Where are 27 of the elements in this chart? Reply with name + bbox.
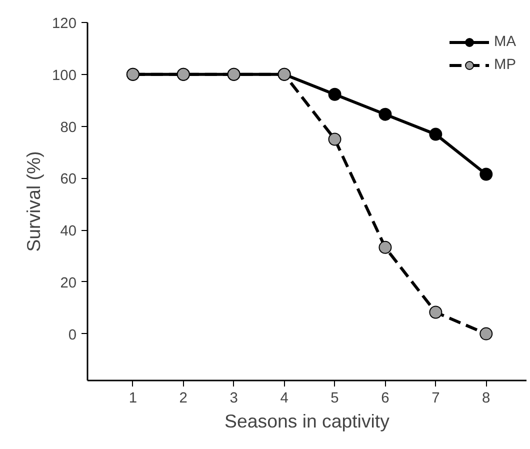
x-tick-label: 2 (179, 390, 188, 406)
x-tick-label: 5 (330, 390, 339, 406)
point (328, 132, 342, 146)
y-tick-label: 80 (60, 120, 77, 136)
y-axis-title: Survival (%) (23, 151, 44, 252)
x-tick-label: 8 (482, 390, 490, 406)
legend-label: MP (494, 57, 516, 73)
point (480, 327, 493, 340)
legend-label: MA (494, 34, 516, 50)
y-tick-label: 0 (68, 327, 77, 344)
y-tick-label: 120 (52, 16, 77, 32)
point (328, 88, 342, 101)
x-tick-label: 1 (128, 390, 137, 406)
y-tick-label: 20 (60, 275, 77, 292)
point (378, 108, 392, 121)
x-tick-label: 4 (280, 390, 288, 406)
point (378, 240, 392, 254)
x-tick-label: 7 (432, 390, 440, 406)
y-tick-label: 100 (52, 68, 77, 84)
x-tick-label: 6 (381, 390, 390, 406)
y-tick-label: 40 (60, 224, 77, 240)
y-tick-label: 60 (60, 172, 77, 188)
x-tick-label: 3 (230, 390, 238, 406)
point (429, 128, 442, 141)
x-axis-title: Seasons in captivity (224, 410, 390, 432)
point (480, 168, 493, 181)
point (429, 306, 442, 319)
